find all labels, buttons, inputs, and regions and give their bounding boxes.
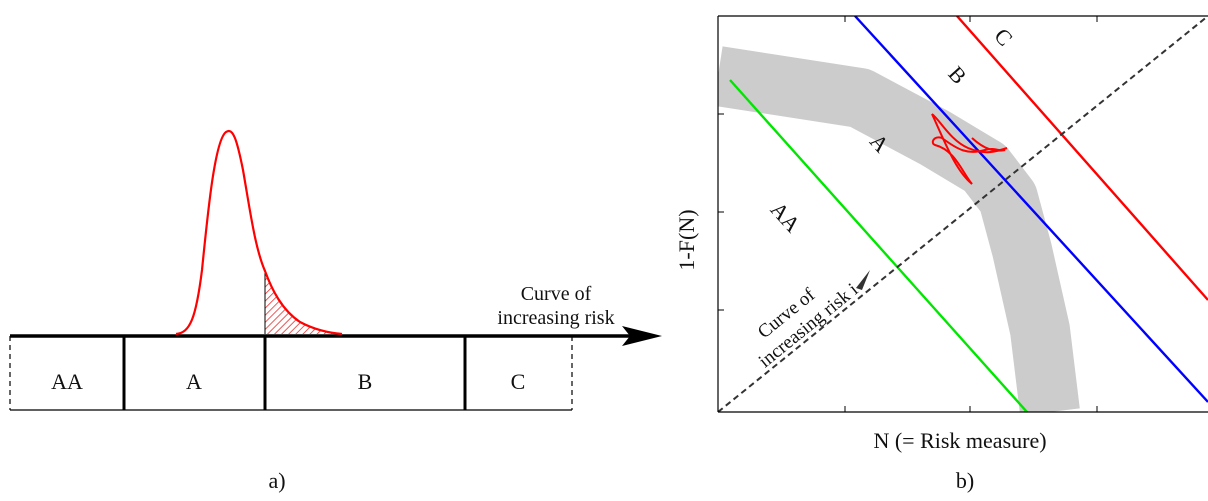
region-label-c: C [989,23,1017,51]
boundary-b-c [956,16,1208,301]
local-distribution-base [931,113,973,185]
category-label-a: A [186,369,202,394]
boundary-aa-a [729,79,1028,412]
region-label-b: B [943,61,971,89]
hatched-tail [265,271,342,334]
category-label-b: B [358,369,373,394]
increasing-risk-curve [718,16,1208,412]
caption-a: a) [268,468,285,493]
risk-band [718,46,1080,412]
category-label-c: C [511,369,526,394]
x-axis-label: N (= Risk measure) [873,428,1046,453]
category-label-aa: AA [51,369,83,394]
risk-axis-arrowhead [622,326,662,346]
axis-label-line2: increasing risk [497,307,614,329]
distribution-curve [175,129,343,336]
local-distribution-tail [931,113,1008,154]
axis-label-line1: Curve of [521,283,592,305]
region-label-aa: AA [766,197,806,237]
panel-b: AA A B C Curve of increasing risk i N (=… [674,15,1208,493]
panel-a: AA A B C Curve of increasing risk a) [9,129,662,493]
boundary-a-b [854,16,1208,403]
curve-arrowhead [856,270,870,290]
y-axis-label: 1-F(N) [674,209,699,270]
caption-b: b) [956,468,974,493]
